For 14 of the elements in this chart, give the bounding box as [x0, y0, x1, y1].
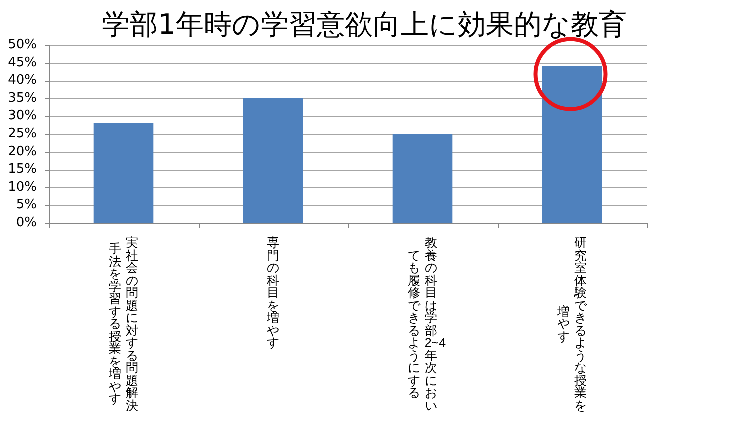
y-tick-label: 25%	[8, 126, 37, 142]
y-tick-label: 50%	[8, 38, 37, 52]
y-tick-label: 0%	[16, 216, 37, 230]
y-tick-label: 15%	[8, 162, 37, 178]
chart-title: 学部1年時の学習意欲向上に効果的な教育	[102, 8, 627, 41]
y-tick-label: 5%	[16, 198, 37, 213]
y-tick-label: 40%	[8, 73, 37, 88]
y-tick-label: 30%	[8, 108, 37, 124]
y-tick-label: 10%	[8, 180, 37, 195]
y-tick-label: 20%	[8, 144, 37, 160]
category-label: 専門の科目を増やす	[267, 236, 280, 350]
category-label: 教養の科目は学部2~4年次においても履修できるようにする	[408, 236, 446, 412]
y-tick-label: 45%	[8, 55, 37, 70]
y-tick-label: 35%	[8, 90, 37, 106]
